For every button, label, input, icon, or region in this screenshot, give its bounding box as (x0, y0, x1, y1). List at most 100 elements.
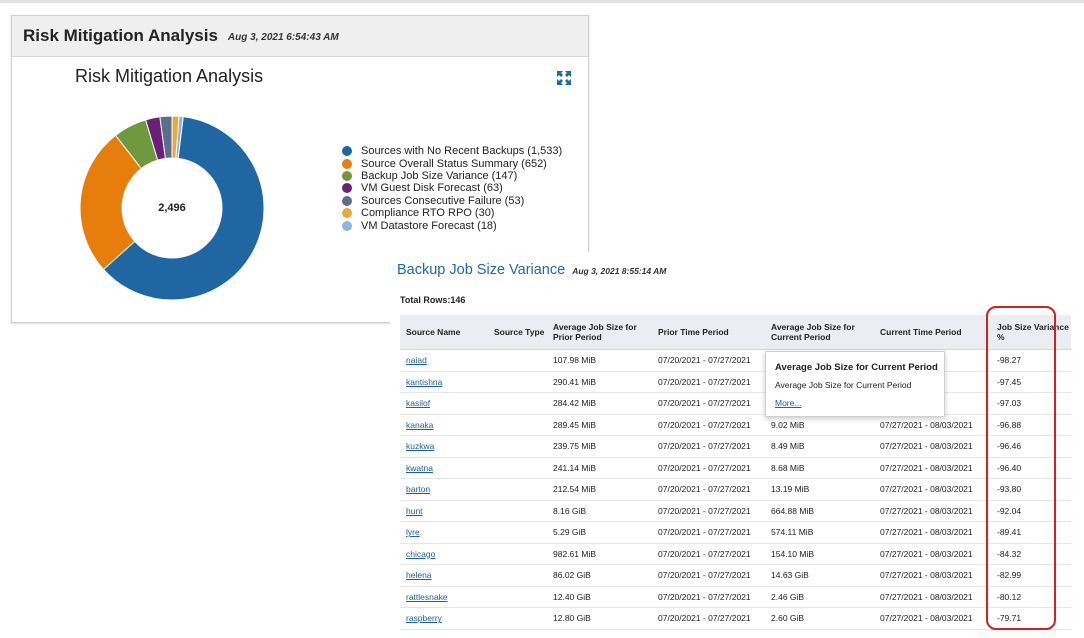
top-divider (0, 0, 1084, 3)
cell-variance: -82.99 (991, 564, 1071, 587)
column-header-source-name[interactable]: Source Name (400, 315, 488, 350)
cell-source-name[interactable]: rattlesnake (400, 586, 488, 608)
cell-avg-prior: 107.98 MiB (547, 349, 652, 372)
legend-item[interactable]: VM Datastore Forecast (18) (342, 219, 562, 232)
legend-swatch (342, 146, 352, 157)
table-row[interactable]: raspberry 12.80 GiB 07/20/2021 - 07/27/202… (400, 607, 1071, 630)
cell-avg-current: 9.02 MiB (765, 414, 874, 436)
cell-prior-period: 07/20/2021 - 07/27/2021 (652, 564, 765, 587)
legend-item[interactable]: Compliance RTO RPO (30) (342, 207, 562, 219)
cell-avg-current: 8.49 MiB (765, 435, 874, 458)
cell-variance: -89.41 (991, 521, 1071, 544)
cell-variance: -84.32 (991, 543, 1071, 565)
table-header-row: Source Name Source Type Average Job Size… (400, 315, 1071, 350)
column-header-prior-period[interactable]: Prior Time Period (652, 315, 765, 350)
table-row[interactable]: helena 86.02 GiB 07/20/2021 - 07/27/2021 14… (400, 564, 1071, 587)
cell-prior-period: 07/20/2021 - 07/27/2021 (652, 500, 765, 522)
cell-source-type (488, 414, 547, 436)
cell-source-name[interactable]: hunt (400, 500, 488, 522)
table-row[interactable]: chicago 982.61 MiB 07/20/2021 - 07/27/2021… (400, 543, 1071, 565)
source-name-link[interactable]: rattlesnake (406, 591, 448, 602)
cell-source-name[interactable]: kantishna (400, 371, 488, 393)
column-header-source-type[interactable]: Source Type (488, 315, 547, 350)
table-row[interactable]: kantishna 290.41 MiB 07/20/2021 - 07/27/20… (400, 371, 1071, 393)
cell-avg-current: 8.68 MiB (765, 457, 874, 479)
cell-variance: -96.88 (991, 414, 1071, 436)
cell-source-type (488, 521, 547, 544)
source-name-link[interactable]: barton (406, 484, 431, 495)
legend-label: Compliance RTO RPO (30) (361, 207, 495, 220)
cell-source-name[interactable]: lyre (400, 521, 488, 544)
legend-item[interactable]: VM Guest Disk Forecast (63) (342, 182, 562, 194)
cell-current-period: 07/27/2021 - 08/03/2021 (874, 586, 991, 608)
legend-swatch (342, 195, 352, 206)
column-header-avg-prior[interactable]: Average Job Size for Prior Period (547, 315, 652, 350)
table-row[interactable]: lyre 5.29 GiB 07/20/2021 - 07/27/2021 574.1… (400, 521, 1071, 544)
column-header-current-period[interactable]: Current Time Period (874, 315, 991, 350)
legend-item[interactable]: Backup Job Size Variance (147) (342, 170, 562, 182)
source-name-link[interactable]: helena (406, 570, 432, 581)
table-row[interactable]: barton 212.54 MiB 07/20/2021 - 07/27/2021 1… (400, 478, 1071, 501)
source-name-link[interactable]: raspberry (406, 613, 442, 624)
table-row[interactable]: kanaka 289.45 MiB 07/20/2021 - 07/27/2021 9… (400, 414, 1071, 436)
cell-avg-prior: 86.02 GiB (547, 564, 652, 587)
source-name-link[interactable]: kantishna (406, 376, 443, 387)
cell-source-name[interactable]: kanaka (400, 414, 488, 436)
cell-avg-current: 2.46 GiB (765, 586, 874, 608)
table-row[interactable]: kasilof 284.42 MiB 07/20/2021 - 07/27/2021… (400, 392, 1071, 415)
legend-item[interactable]: Sources Consecutive Failure (53) (342, 195, 562, 207)
source-name-link[interactable]: lyre (406, 527, 420, 538)
table-row[interactable]: hunt 8.16 GiB 07/20/2021 - 07/27/2021 664.8… (400, 500, 1071, 522)
cell-variance: -96.40 (991, 457, 1071, 479)
table-row[interactable]: rattlesnake 12.40 GiB 07/20/2021 - 07/27/2… (400, 586, 1071, 608)
cell-avg-current: 574.11 MiB (765, 521, 874, 544)
cell-prior-period: 07/20/2021 - 07/27/2021 (652, 543, 765, 565)
cell-variance: -97.03 (991, 392, 1071, 415)
cell-source-type (488, 500, 547, 522)
cell-source-type (488, 478, 547, 501)
donut-slice[interactable] (175, 115, 184, 159)
cell-prior-period: 07/20/2021 - 07/27/2021 (652, 607, 765, 630)
source-name-link[interactable]: hunt (406, 505, 423, 516)
cell-prior-period: 07/20/2021 - 07/27/2021 (652, 435, 765, 458)
cell-current-period: 07/27/2021 - 08/03/2021 (874, 414, 991, 436)
cell-source-name[interactable]: helena (400, 564, 488, 587)
chart-title: Risk Mitigation Analysis (75, 66, 264, 86)
legend-swatch (342, 158, 352, 169)
cell-source-name[interactable]: raspberry (400, 607, 488, 630)
source-name-link[interactable]: kwatna (406, 462, 433, 473)
source-name-link[interactable]: kuzkwa (406, 441, 435, 452)
cell-source-name[interactable]: barton (400, 478, 488, 501)
cell-source-name[interactable]: kuzkwa (400, 435, 488, 458)
legend-label: Source Overall Status Summary (652) (361, 157, 547, 170)
cell-variance: -80.12 (991, 586, 1071, 608)
donut-slice[interactable] (102, 116, 265, 301)
table-row[interactable]: kwatna 241.14 MiB 07/20/2021 - 07/27/2021 8… (400, 457, 1071, 479)
legend-item[interactable]: Source Overall Status Summary (652) (342, 157, 562, 170)
cell-prior-period: 07/20/2021 - 07/27/2021 (652, 349, 765, 372)
cell-avg-prior: 239.75 MiB (547, 435, 652, 458)
expand-icon[interactable] (556, 70, 572, 86)
cell-source-name[interactable]: chicago (400, 543, 488, 565)
tooltip-title: Average Job Size for Current Period (775, 362, 938, 373)
legend-swatch (342, 183, 352, 194)
cell-source-name[interactable]: kasilof (400, 392, 488, 415)
source-name-link[interactable]: kasilof (406, 398, 431, 409)
backup-panel-title[interactable]: Backup Job Size Variance (397, 262, 566, 278)
cell-source-type (488, 349, 547, 372)
legend-swatch (342, 208, 352, 219)
cell-current-period: 07/27/2021 - 08/03/2021 (874, 564, 991, 587)
tooltip-more-link[interactable]: More... (775, 398, 802, 408)
source-name-link[interactable]: naiad (406, 355, 427, 366)
legend-item[interactable]: Sources with No Recent Backups (1,533) (342, 145, 562, 157)
table-row[interactable]: kuzkwa 239.75 MiB 07/20/2021 - 07/27/2021 8… (400, 435, 1071, 458)
source-name-link[interactable]: chicago (406, 548, 436, 559)
legend-label: VM Guest Disk Forecast (63) (361, 182, 503, 195)
cell-source-name[interactable]: kwatna (400, 457, 488, 479)
cell-source-name[interactable]: naiad (400, 349, 488, 372)
donut-slice[interactable] (79, 134, 143, 271)
column-header-avg-current[interactable]: Average Job Size for Current Period (765, 315, 874, 350)
source-name-link[interactable]: kanaka (406, 419, 434, 430)
column-header-variance[interactable]: Job Size Variance % (991, 315, 1071, 350)
